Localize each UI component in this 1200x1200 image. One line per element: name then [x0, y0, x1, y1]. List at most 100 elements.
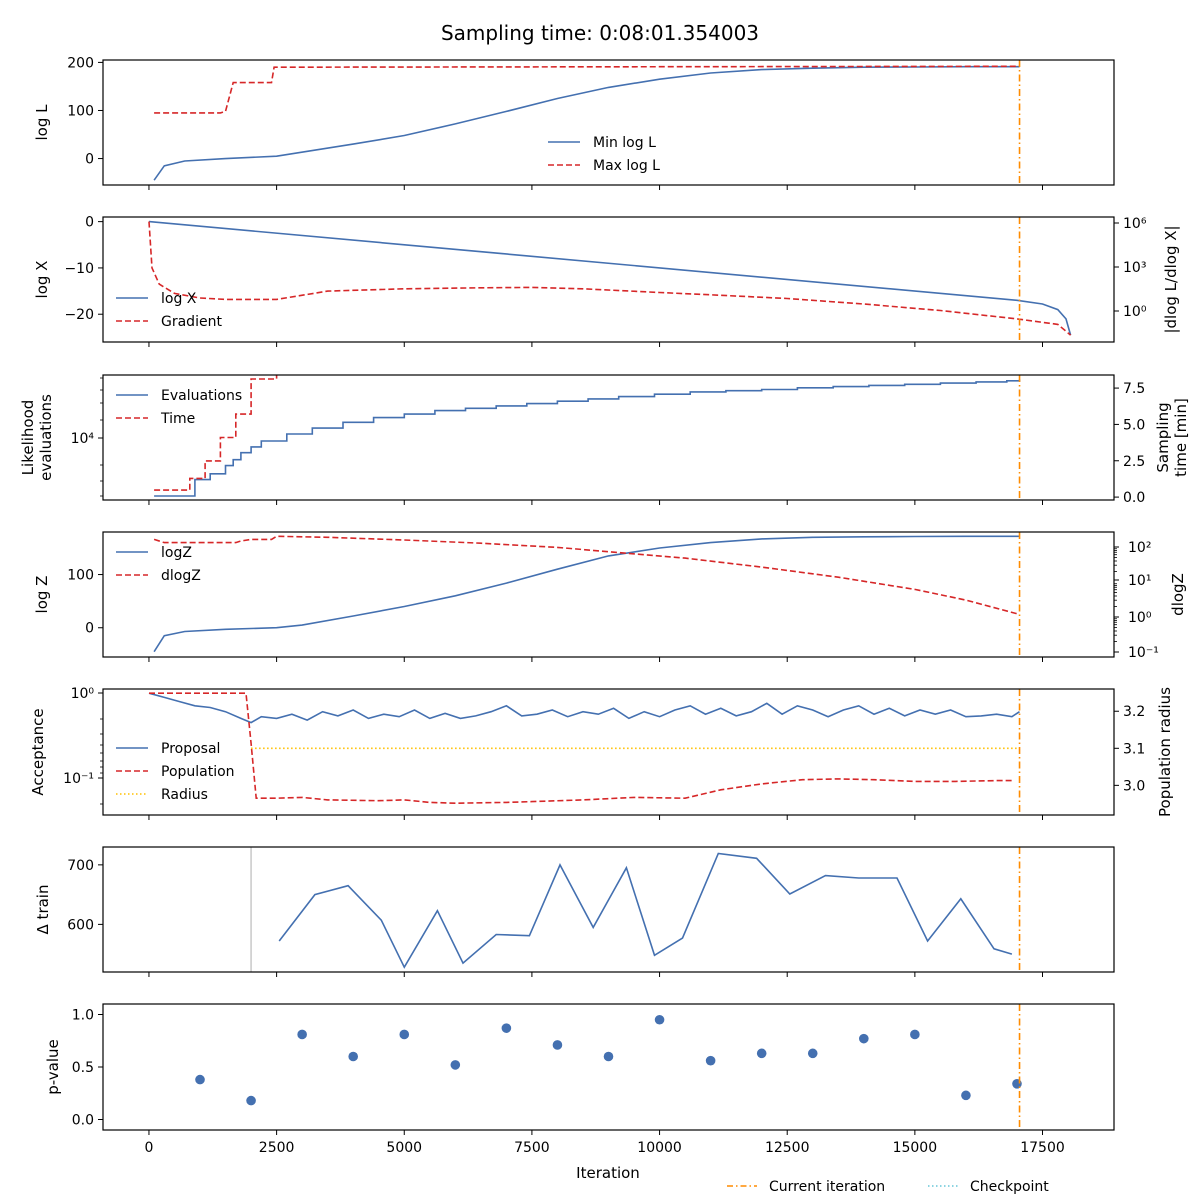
- legend-label: Gradient: [161, 314, 222, 330]
- axes-frame: [102, 846, 1115, 973]
- y2-tick-label: 3.1: [1123, 741, 1145, 757]
- y-tick-label: 0: [85, 215, 94, 231]
- legend-current-iteration-label: Current iteration: [769, 1179, 885, 1195]
- x-tick-label: 5000: [386, 1140, 422, 1156]
- series-line-max-log-l: [154, 65, 1020, 114]
- y-axis-label: p-value: [44, 1039, 62, 1095]
- y-tick-label: 0.5: [72, 1060, 94, 1076]
- legend-label: dlogZ: [161, 568, 201, 584]
- y-axis-label: Acceptance: [29, 708, 47, 795]
- panel-evals: 10⁴ 0.0 2.5 5.0 7.5 Likelihoodevaluations Samp…: [19, 374, 1190, 506]
- x-tick-label: 12500: [765, 1140, 810, 1156]
- y2-axis-label: Samplingtime [min]: [1154, 398, 1190, 477]
- x-tick-label: 10000: [637, 1140, 682, 1156]
- x-tick-label: 7500: [514, 1140, 550, 1156]
- data-point: [297, 1029, 307, 1040]
- y2-tick-label: 5.0: [1123, 417, 1145, 433]
- data-point: [348, 1051, 358, 1062]
- legend: logZ dlogZ: [116, 545, 201, 584]
- series-line-logz: [153, 535, 1020, 653]
- series-group: [195, 1014, 1022, 1106]
- y2-axis-label: dlogZ: [1169, 573, 1187, 616]
- y2-tick-label: 0.0: [1123, 490, 1145, 506]
- y2-axis-label: |dlog L/dlog X|: [1162, 225, 1180, 333]
- series-line-dlogz: [153, 535, 1020, 616]
- x-tick-label: 0: [144, 1140, 153, 1156]
- y-tick-label: 1.0: [72, 1008, 94, 1024]
- data-point: [501, 1023, 512, 1033]
- axes-frame: [102, 59, 1115, 186]
- series-line-min-log-l: [153, 65, 1020, 181]
- legend: log X Gradient: [116, 291, 222, 330]
- y2-tick-label: 2.5: [1123, 454, 1145, 470]
- series-line-proposal: [148, 692, 1020, 724]
- axes-frame: [102, 216, 1115, 343]
- y-tick-label: 700: [67, 858, 94, 874]
- y-tick-label: 100: [67, 103, 94, 119]
- y-tick-label: −10: [64, 261, 94, 277]
- data-point: [195, 1074, 205, 1085]
- y2-tick-label: 10⁰: [1123, 304, 1147, 320]
- axes-frame: [102, 1003, 1115, 1131]
- legend-label: Proposal: [161, 741, 220, 757]
- axes-frame: [102, 688, 1115, 816]
- x-tick-label: 2500: [259, 1140, 295, 1156]
- series-group: [153, 535, 1020, 653]
- y-axis-label: log Z: [33, 576, 51, 614]
- series-line-evaluations: [154, 379, 1021, 497]
- y2-tick-label: 10²: [1128, 540, 1151, 556]
- series-line-log-x: [148, 220, 1072, 336]
- y-axis-label: Δ train: [34, 885, 52, 935]
- data-point: [552, 1040, 563, 1050]
- bottom-legend: Current iteration Checkpoint: [727, 1179, 1049, 1195]
- y-tick-label: 0: [85, 621, 94, 637]
- legend-label: Max log L: [593, 158, 660, 174]
- y-axis-label: log L: [33, 104, 51, 141]
- y2-tick-label: 10⁰: [1128, 610, 1152, 626]
- panel-pvalue: 0 2500 5000 7500 10000 12500 15000 17500 0.0 0.5 1…: [44, 1003, 1115, 1182]
- series-group: [278, 852, 1013, 969]
- legend: Proposal Population Radius: [116, 741, 235, 803]
- chart-title: Sampling time: 0:08:01.354003: [441, 21, 759, 45]
- y-tick-label: 10⁻¹: [63, 771, 94, 787]
- y-tick-label: −20: [64, 307, 94, 323]
- y-axis-label: log X: [33, 261, 51, 299]
- data-point: [399, 1029, 410, 1040]
- y2-tick-label: 7.5: [1123, 381, 1145, 397]
- y-tick-label: 100: [67, 568, 94, 584]
- series-line-gradient: [148, 221, 1072, 336]
- y2-tick-label: 10⁻¹: [1128, 645, 1159, 661]
- axes-frame: [102, 374, 1115, 501]
- data-point: [246, 1095, 256, 1106]
- series-line-time: [154, 375, 278, 491]
- y2-tick-label: 3.2: [1123, 704, 1145, 720]
- legend-label: Time: [160, 411, 195, 427]
- data-point: [654, 1014, 665, 1025]
- panel-logX: 0 −10 −20 10⁶ 10³ 10⁰ log X |dlog L/dlog X| log …: [33, 215, 1180, 347]
- y-tick-label: 10⁴: [71, 431, 95, 447]
- panel-logL: 0 100 200 log L Min log L Max log L: [33, 55, 1115, 190]
- y2-tick-label: 10⁶: [1123, 216, 1147, 232]
- data-point: [859, 1033, 869, 1044]
- x-tick-label: 15000: [893, 1140, 938, 1156]
- legend-checkpoint-label: Checkpoint: [970, 1179, 1049, 1195]
- y-axis-label: Likelihoodevaluations: [19, 394, 55, 481]
- legend: Min log L Max log L: [548, 135, 660, 174]
- y-tick-label: 0.0: [72, 1113, 94, 1129]
- series-group: [148, 692, 1020, 805]
- y2-tick-label: 10¹: [1128, 573, 1151, 589]
- x-tick-label: 17500: [1020, 1140, 1065, 1156]
- x-axis-label: Iteration: [576, 1164, 640, 1182]
- legend-label: logZ: [161, 545, 192, 561]
- panel-dtrain: 600 700 Δ train: [34, 846, 1115, 977]
- y2-tick-label: 10³: [1123, 260, 1146, 276]
- y-tick-label: 600: [67, 917, 94, 933]
- legend: Evaluations Time: [116, 388, 242, 427]
- legend-label: log X: [161, 291, 197, 307]
- axes-frame: [102, 531, 1115, 658]
- series-line-population: [149, 692, 1012, 805]
- y2-tick-label: 3.0: [1123, 778, 1145, 794]
- data-point: [961, 1090, 971, 1101]
- data-point: [603, 1051, 614, 1062]
